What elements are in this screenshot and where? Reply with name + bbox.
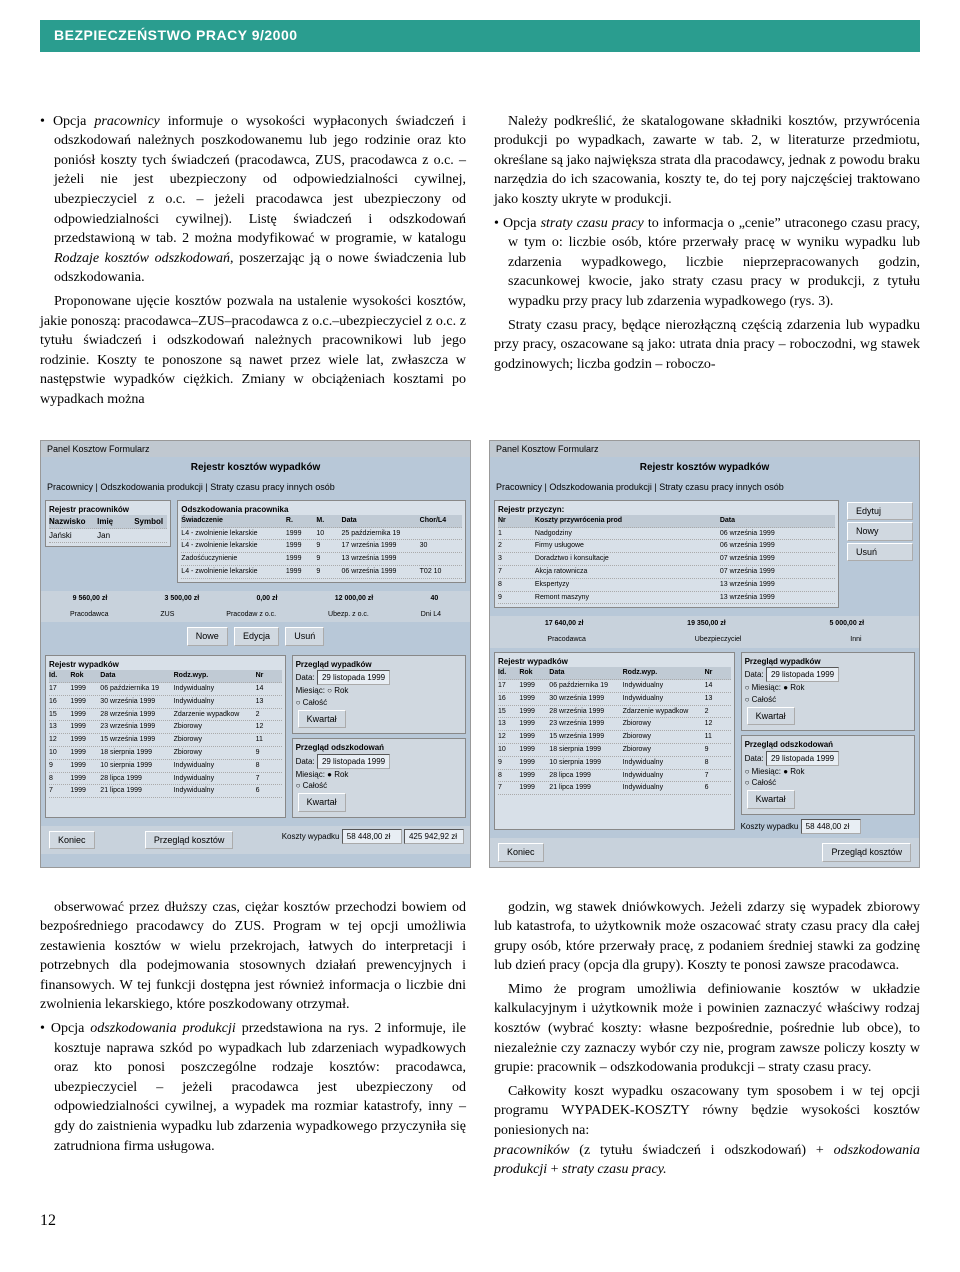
table-row[interactable]: 8Ekspertyzy13 września 1999 (498, 579, 835, 592)
table-row[interactable]: 15199928 września 1999Zdarzenie wypadkow… (498, 706, 731, 719)
scr1-koniec-btn[interactable]: Koniec (49, 831, 95, 850)
table-row[interactable]: 7199921 lipca 1999Indywidualny6 (49, 785, 282, 798)
scr1-tabs[interactable]: Pracownicy | Odszkodowania produkcji | S… (41, 479, 470, 496)
table-row[interactable]: L4 - zwolnienie lekarskie19991025 paździ… (181, 528, 462, 541)
table-row[interactable]: 13199923 września 1999Zbiorowy12 (49, 721, 282, 734)
table-row[interactable]: 8199928 lipca 1999Indywidualny7 (498, 770, 731, 783)
page-number: 12 (40, 1210, 920, 1232)
para-bot-2: Opcja odszkodowania produkcji przedstawi… (40, 1019, 466, 1156)
scr2-przegl-kosztow-btn[interactable]: Przegląd kosztów (822, 843, 911, 862)
table-row[interactable]: 15199928 września 1999Zdarzenie wypadkow… (49, 709, 282, 722)
table-row[interactable]: 10199918 sierpnia 1999Zbiorowy9 (498, 744, 731, 757)
scr1-btn-edycja[interactable]: Edycja (234, 627, 279, 646)
table-row[interactable]: 17199906 października 19Indywidualny14 (498, 680, 731, 693)
table-row[interactable]: 13199923 września 1999Zbiorowy12 (498, 718, 731, 731)
scr2-rej-header: Rejestr przyczyn: (498, 504, 835, 515)
bottom-text-columns: obserwować przez dłuższy czas, ciężar ko… (40, 898, 920, 1180)
scr2-rej2-header: Rejestr wypadków (498, 656, 731, 667)
table-row[interactable]: 7Akcja ratownicza07 września 1999 (498, 566, 835, 579)
para-top-4: Opcja straty czasu pracy to informacja o… (494, 214, 920, 312)
scr2-btn-usun[interactable]: Usuń (847, 543, 913, 562)
scr1-przegl-wyp: Przegląd wypadków (296, 659, 462, 670)
table-row[interactable]: 1Nadgodziny06 września 1999 (498, 528, 835, 541)
para-bot-1: obserwować przez dłuższy czas, ciężar ko… (40, 898, 466, 1016)
scr1-kwartal-btn[interactable]: Kwartał (298, 710, 346, 729)
para-top-3: Należy podkreślić, że skatalogowane skła… (494, 112, 920, 210)
table-row[interactable]: 12199915 września 1999Zbiorowy11 (498, 731, 731, 744)
scr1-rej-header: Rejestr wypadków (49, 659, 282, 670)
table-row[interactable]: 9199910 sierpnia 1999Indywidualny8 (498, 757, 731, 770)
table-row[interactable]: 2Firmy usługowe06 września 1999 (498, 540, 835, 553)
scr2-menubar: Panel Kosztow Formularz (490, 441, 919, 458)
scr2-title: Rejestr kosztów wypadków (490, 457, 919, 479)
para-bot-3: godzin, wg stawek dniówkowych. Jeżeli zd… (494, 898, 920, 976)
table-row[interactable]: L4 - zwolnienie lekarskie1999917 wrześni… (181, 540, 462, 553)
table-row[interactable]: L4 - zwolnienie lekarskie1999906 wrześni… (181, 566, 462, 579)
table-row[interactable]: 3Doradztwo i konsultacje07 września 1999 (498, 553, 835, 566)
table-row[interactable]: 8199928 lipca 1999Indywidualny7 (49, 773, 282, 786)
para-bot-4: Mimo że program umożliwia definiowanie k… (494, 980, 920, 1078)
table-row[interactable]: 9199910 sierpnia 1999Indywidualny8 (49, 760, 282, 773)
table-row[interactable]: 17199906 października 19Indywidualny14 (49, 683, 282, 696)
scr1-przegl-kosztow-btn[interactable]: Przegląd kosztów (145, 831, 234, 850)
journal-header: BEZPIECZEŃSTWO PRACY 9/2000 (40, 20, 920, 52)
table-row[interactable]: 12199915 września 1999Zbiorowy11 (49, 734, 282, 747)
table-row[interactable]: 16199930 września 1999Indywidualny13 (498, 693, 731, 706)
scr2-przegl-wyp: Przegląd wypadków (745, 656, 911, 667)
scr1-left-row[interactable]: Jański Jan (49, 529, 167, 543)
table-row[interactable]: 9Remont maszyny13 września 1999 (498, 592, 835, 605)
screenshot-1: Panel Kosztow Formularz Rejestr kosztów … (40, 440, 471, 868)
scr1-menubar: Panel Kosztow Formularz (41, 441, 470, 458)
scr1-right-header: Odszkodowania pracownika (181, 504, 462, 515)
top-text-columns: Opcja pracownicy informuje o wysokości w… (40, 112, 920, 410)
scr2-tabs[interactable]: Pracownicy | Odszkodowania produkcji | S… (490, 479, 919, 496)
scr2-kwartal-btn[interactable]: Kwartał (747, 707, 795, 726)
scr1-title: Rejestr kosztów wypadków (41, 457, 470, 479)
para-top-1: Opcja pracownicy informuje o wysokości w… (40, 112, 466, 288)
table-row[interactable]: 16199930 września 1999Indywidualny13 (49, 696, 282, 709)
scr2-przegl-odsz: Przegląd odszkodowań (745, 739, 911, 750)
scr1-btn-nowe[interactable]: Nowe (187, 627, 228, 646)
scr2-btn-nowy[interactable]: Nowy (847, 522, 913, 541)
scr2-kwartal-btn2[interactable]: Kwartał (747, 790, 795, 809)
scr1-przegl-odsz: Przegląd odszkodowań (296, 742, 462, 753)
para-bot-5: Całkowity koszt wypadku oszacowany tym s… (494, 1082, 920, 1180)
screenshot-2: Panel Kosztow Formularz Rejestr kosztów … (489, 440, 920, 868)
scr2-btn-edytuj[interactable]: Edytuj (847, 502, 913, 521)
table-row[interactable]: Zadośćuczynienie1999913 września 1999 (181, 553, 462, 566)
para-top-5: Straty czasu pracy, będące nierozłączną … (494, 316, 920, 375)
table-row[interactable]: 7199921 lipca 1999Indywidualny6 (498, 782, 731, 795)
scr1-left-header: Rejestr pracowników (49, 504, 167, 515)
scr1-kwartal-btn2[interactable]: Kwartał (298, 793, 346, 812)
table-row[interactable]: 10199918 sierpnia 1999Zbiorowy9 (49, 747, 282, 760)
scr1-btn-usun[interactable]: Usuń (285, 627, 324, 646)
scr2-koniec-btn[interactable]: Koniec (498, 843, 544, 862)
para-top-2: Proponowane ujęcie kosztów pozwala na us… (40, 292, 466, 410)
